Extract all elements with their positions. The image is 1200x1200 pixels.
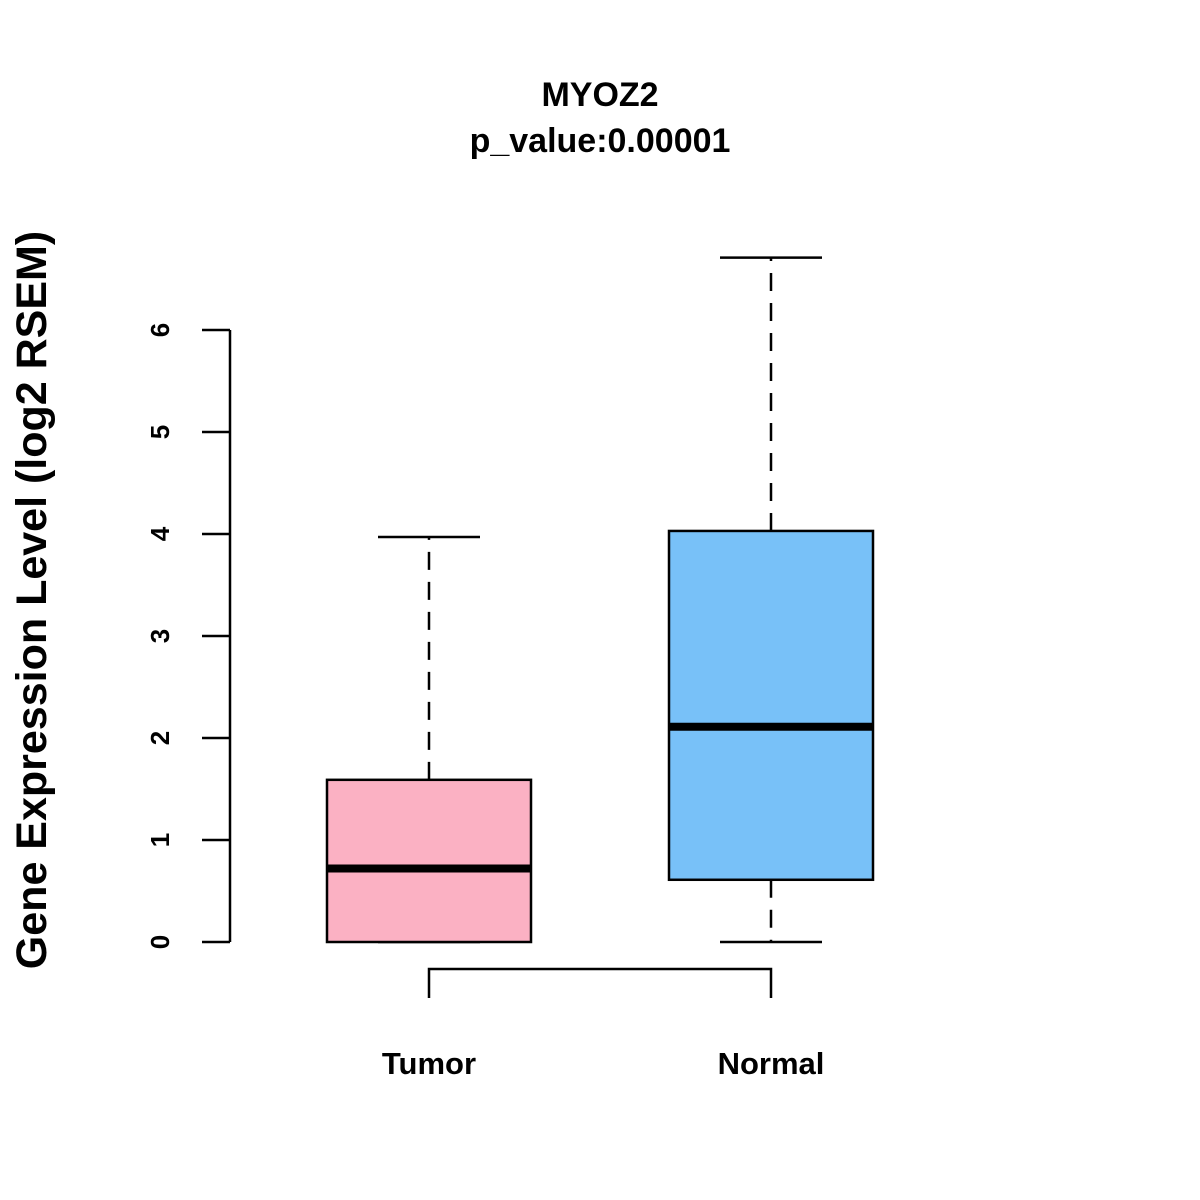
y-axis: 0 1 2 3 4 5 6 [145,323,232,949]
y-tick-label: 4 [145,526,175,541]
y-axis-label: Gene Expression Level (log2 RSEM) [8,231,56,969]
y-tick-label: 6 [145,323,175,337]
y-tick-label: 5 [145,425,175,439]
chart-title: MYOZ2 [541,76,658,114]
boxes-group [325,256,875,944]
box-body [325,778,533,944]
y-tick-label: 3 [145,629,175,643]
y-tick-label: 2 [145,731,175,745]
box-normal [667,256,875,944]
chart-subtitle: p_value:0.00001 [470,122,731,160]
x-category-label: Tumor [382,1046,476,1081]
box-tumor [325,535,533,944]
x-category-label: Normal [718,1046,825,1081]
y-tick-label: 1 [145,833,175,847]
x-axis-labels: Tumor Normal [382,1046,824,1081]
y-tick-label: 0 [145,935,175,949]
box-body [667,529,875,882]
bracket-line [427,967,773,998]
comparison-bracket [427,967,773,998]
